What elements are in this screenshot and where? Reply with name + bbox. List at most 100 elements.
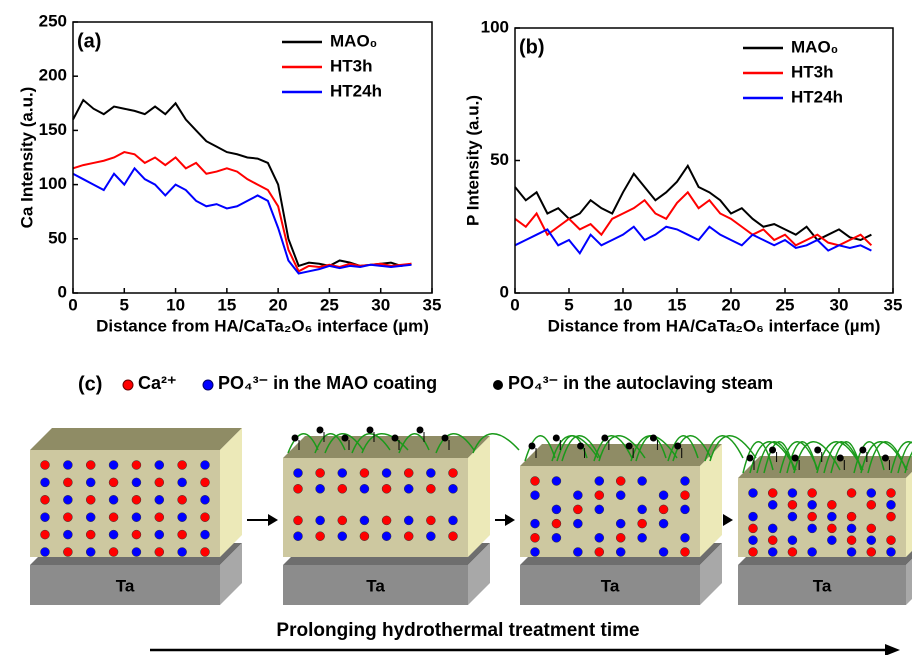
ion-dot [530,518,540,529]
ion-dot [63,495,73,505]
ion-dot [551,533,562,543]
ion-dot [200,495,210,505]
ion-dot [200,529,210,540]
ion-dot [846,488,857,498]
ion-dot [85,529,96,540]
x-tick-label: 0 [68,295,77,314]
ion-dot [337,484,348,494]
ha-fiber [667,435,699,462]
ion-dot [866,535,877,545]
coating-side [700,444,722,557]
x-tick-label: 30 [830,295,849,314]
steam-dot [316,426,324,434]
ion-dot [40,529,50,540]
legend-dot [202,379,214,391]
ion-dot [200,512,210,522]
ion-dot [637,518,647,529]
ha-fiber [704,435,744,462]
ion-dot [448,515,458,526]
x-tick-label: 25 [776,295,795,314]
ha-fiber [672,435,712,462]
coating-front [520,466,700,557]
steam-dot [836,454,844,462]
steam-dot [791,454,799,462]
coating-side [220,428,242,557]
steam-dot [746,454,754,462]
ion-dot [637,476,647,486]
ion-dot [615,547,626,557]
data-line [514,190,873,247]
ion-dot [615,518,626,529]
ion-dot [866,523,877,534]
legend-text: PO₄³⁻ in the autoclaving steam [508,373,773,393]
legend-text: PO₄³⁻ in the MAO coating [218,373,437,393]
ion-dot [748,488,758,498]
ion-dot [615,533,626,543]
ion-dot [154,477,165,488]
ion-dot [293,468,303,478]
ion-dot [85,477,96,488]
substrate-label: Ta [366,576,385,595]
ion-dot [594,490,605,500]
ion-dot [530,533,540,543]
ha-fiber [830,441,862,474]
ion-dot [866,488,877,498]
x-tick-label: 25 [320,295,339,314]
legend-dot [493,380,503,390]
ion-dot [154,529,165,540]
ion-dot [448,531,458,541]
x-tick-label: 35 [884,295,903,314]
ion-dot [680,490,690,500]
ion-dot [177,495,187,505]
ion-dot [381,515,392,526]
ion-dot [131,477,142,488]
ion-dot [177,529,187,540]
step-arrow-head [268,514,278,526]
ion-dot [40,477,50,488]
step-arrow-head [723,514,733,526]
legend-label: HT3h [791,62,834,81]
ion-dot [63,512,73,522]
x-tick-label: 10 [614,295,633,314]
steam-dot [674,442,682,450]
ion-dot [866,500,877,510]
ion-dot [85,512,96,522]
steam-dot [528,442,536,450]
x-tick-label: 20 [269,295,288,314]
ha-fiber [472,433,520,454]
coating-top [30,428,242,450]
ion-dot [827,500,837,510]
plot-frame [72,21,433,294]
steam-dot [341,434,349,442]
ion-dot [177,547,187,557]
ha-fiber [351,433,391,454]
y-tick-label: 0 [500,282,509,301]
ion-dot [63,529,73,540]
ion-dot [359,531,370,541]
ha-fiber [524,435,556,462]
ion-dot [827,523,837,534]
ion-dot [381,468,392,478]
ion-dot [40,460,50,470]
ion-dot [337,468,348,478]
y-tick-label: 100 [39,174,67,193]
ion-dot [680,476,690,486]
ion-dot [315,531,325,541]
ha-fiber [561,435,601,462]
ion-dot [403,468,414,478]
steam-dot [769,446,777,454]
ha-fiber [904,451,912,474]
steam-dot [391,434,399,442]
x-axis-label: Distance from HA/CaTa₂O₆ interface (µm) [96,316,429,335]
y-tick-label: 200 [39,66,67,85]
ion-dot [131,512,142,522]
y-tick-label: 0 [58,282,67,301]
legend-label: HT24h [330,81,382,100]
ion-dot [381,484,392,494]
ta-side [906,559,912,605]
ion-dot [40,495,50,505]
ion-dot [658,504,669,515]
steam-dot [552,434,560,442]
coating-front [738,478,906,557]
ion-dot [426,531,436,541]
